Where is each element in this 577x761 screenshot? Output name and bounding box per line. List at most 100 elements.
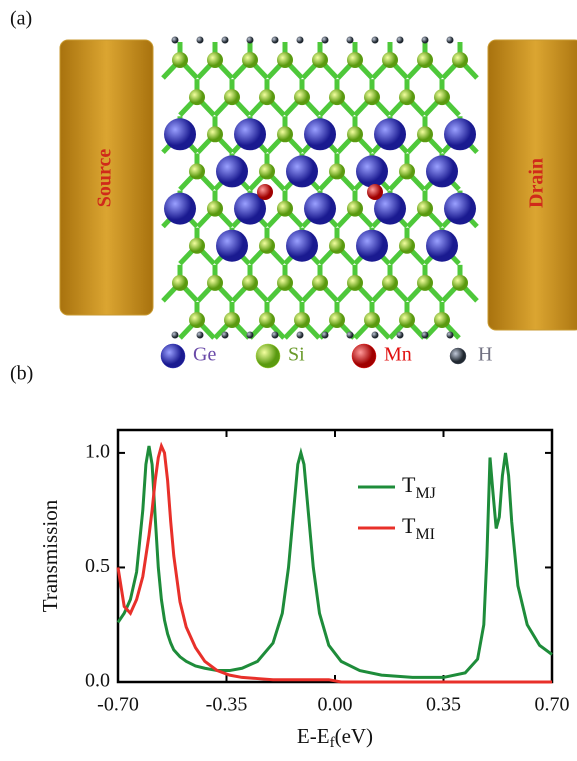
- si-atom: [329, 237, 345, 254]
- ge-atom: [234, 118, 266, 151]
- h-atom: [246, 36, 254, 44]
- si-atom: [399, 89, 415, 106]
- legend-label: TMJ: [402, 472, 436, 502]
- si-atom: [294, 89, 310, 106]
- y-tick-label: 0.5: [85, 555, 110, 577]
- si-atom: [207, 200, 223, 217]
- ge-atom: [444, 118, 476, 151]
- si-atom: [452, 274, 468, 291]
- h-atom: [246, 331, 254, 339]
- legend-sub: MI: [415, 526, 435, 543]
- x-tick-label: -0.35: [206, 694, 248, 716]
- si-atom: [189, 312, 205, 328]
- si-atom: [329, 89, 345, 106]
- si-atom: [347, 52, 363, 68]
- drain-electrode: [487, 39, 577, 331]
- si-atom: [417, 126, 433, 143]
- y-axis-label: Transmission: [38, 499, 62, 612]
- legend-atom: [449, 347, 467, 365]
- h-atom: [446, 36, 454, 44]
- ge-atom: [356, 229, 388, 262]
- mn-atom: [367, 184, 383, 200]
- si-atom: [207, 126, 223, 143]
- si-atom: [329, 163, 345, 180]
- si-atom: [189, 163, 205, 180]
- si-atom: [259, 163, 275, 180]
- source-electrode: [59, 39, 154, 316]
- drain-label: Drain: [526, 158, 548, 208]
- h-atom: [321, 331, 329, 339]
- si-atom: [329, 312, 345, 328]
- si-atom: [172, 52, 188, 68]
- h-atom: [171, 331, 179, 339]
- si-atom: [259, 89, 275, 106]
- h-atom: [346, 331, 354, 339]
- y-tick-label: 1.0: [85, 441, 110, 463]
- ge-atom: [216, 155, 248, 188]
- legend-sub: MJ: [415, 485, 435, 502]
- ge-atom: [374, 192, 406, 225]
- si-atom: [434, 312, 450, 328]
- legend-label: Mn: [384, 344, 412, 366]
- si-atom: [382, 274, 398, 291]
- legend-label: TMI: [402, 513, 435, 543]
- legend-atom: [255, 343, 281, 369]
- legend-name: T: [402, 513, 416, 538]
- source-label: Source: [94, 149, 116, 208]
- h-atom: [221, 331, 229, 339]
- si-atom: [242, 274, 258, 291]
- atom-legend: Ge Si Mn H: [160, 343, 492, 369]
- si-atom: [189, 237, 205, 254]
- h-atom: [446, 331, 454, 339]
- si-atom: [294, 312, 310, 328]
- si-atom: [347, 200, 363, 217]
- si-atom: [347, 274, 363, 291]
- si-atom: [312, 274, 328, 291]
- ge-atom: [374, 118, 406, 151]
- h-atom: [421, 331, 429, 339]
- si-atom: [207, 274, 223, 291]
- si-atom: [417, 274, 433, 291]
- x-tick-label: 0.70: [535, 694, 570, 716]
- h-atom: [396, 36, 404, 44]
- panel-label: (a): [10, 8, 32, 30]
- si-atom: [452, 52, 468, 68]
- ge-atom: [216, 229, 248, 262]
- x-tick-label: 0.35: [426, 694, 461, 716]
- legend-label: H: [478, 344, 492, 366]
- nanowire: [161, 36, 479, 340]
- h-atom: [271, 331, 279, 339]
- series-line: [116, 445, 553, 679]
- si-atom: [189, 89, 205, 106]
- si-atom: [277, 126, 293, 143]
- si-atom: [364, 312, 380, 328]
- legend-atom: [351, 343, 377, 369]
- si-atom: [259, 237, 275, 254]
- h-atom: [296, 331, 304, 339]
- h-atom: [321, 36, 329, 44]
- ge-atom: [286, 155, 318, 188]
- x-tick-label: 0.00: [318, 694, 353, 716]
- si-atom: [347, 126, 363, 143]
- panel-label: (b): [10, 363, 33, 385]
- si-atom: [277, 52, 293, 68]
- si-atom: [399, 163, 415, 180]
- h-atom: [296, 36, 304, 44]
- ge-atom: [164, 192, 196, 225]
- si-atom: [312, 52, 328, 68]
- si-atom: [364, 89, 380, 106]
- legend-label: Ge: [193, 344, 216, 366]
- mn-atom: [257, 184, 273, 200]
- ge-atom: [304, 118, 336, 151]
- ge-atom: [356, 155, 388, 188]
- si-atom: [277, 274, 293, 291]
- legend-name: T: [402, 472, 416, 497]
- ge-atom: [234, 192, 266, 225]
- si-atom: [224, 312, 240, 328]
- ge-atom: [304, 192, 336, 225]
- h-atom: [271, 36, 279, 44]
- si-atom: [382, 52, 398, 68]
- si-atom: [399, 312, 415, 328]
